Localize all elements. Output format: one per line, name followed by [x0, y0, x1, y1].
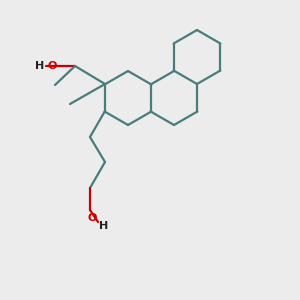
Text: H: H — [99, 221, 109, 231]
Text: O: O — [47, 61, 57, 71]
Text: H: H — [35, 61, 45, 71]
Text: O: O — [87, 213, 97, 223]
